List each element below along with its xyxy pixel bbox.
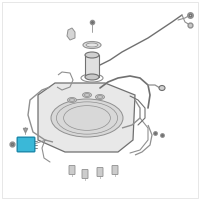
FancyBboxPatch shape <box>112 166 118 174</box>
Polygon shape <box>38 83 135 152</box>
Ellipse shape <box>68 98 76 102</box>
Polygon shape <box>67 28 75 40</box>
Bar <box>85 55 99 77</box>
FancyBboxPatch shape <box>69 166 75 174</box>
FancyBboxPatch shape <box>17 137 35 152</box>
Ellipse shape <box>96 95 104 99</box>
FancyBboxPatch shape <box>82 170 88 178</box>
Ellipse shape <box>83 92 92 98</box>
Ellipse shape <box>85 74 99 80</box>
Ellipse shape <box>159 86 165 90</box>
Ellipse shape <box>83 42 101 48</box>
FancyBboxPatch shape <box>97 168 103 176</box>
Ellipse shape <box>51 99 123 137</box>
Ellipse shape <box>85 52 99 58</box>
